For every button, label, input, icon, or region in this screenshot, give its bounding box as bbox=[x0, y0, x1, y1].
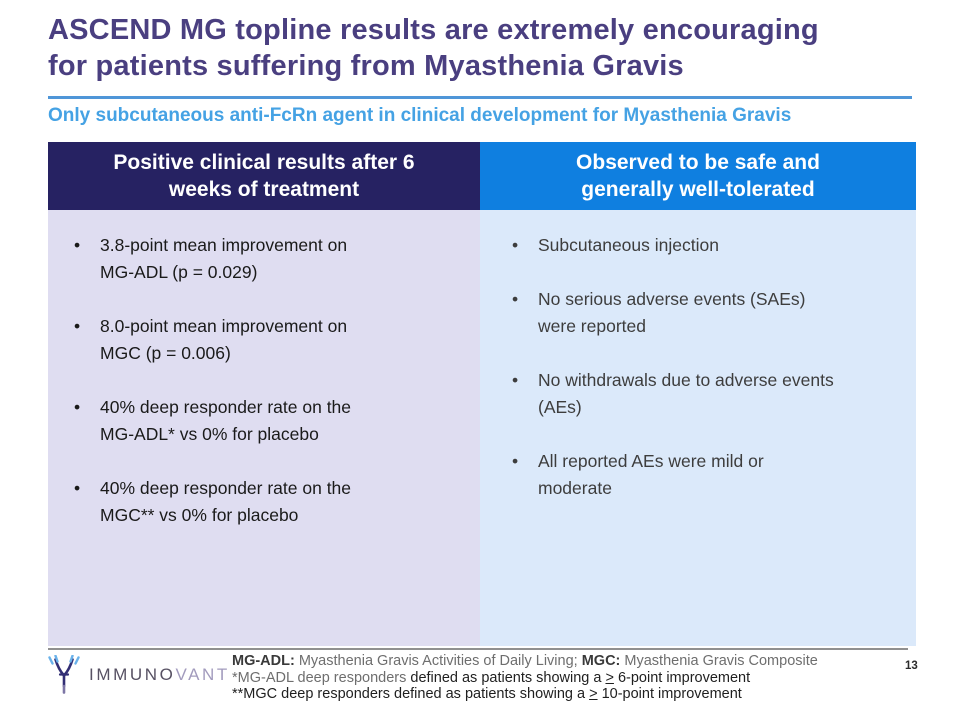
bullet-icon: • bbox=[512, 370, 519, 390]
greater-equal-glyph: > bbox=[589, 686, 598, 702]
results-header-line-1: Positive clinical results after 6 bbox=[113, 151, 415, 174]
immunovant-logo: IMMUNOVANT bbox=[48, 654, 230, 696]
bullet-icon: • bbox=[512, 451, 519, 471]
bullet-icon: • bbox=[512, 235, 519, 255]
safety-panel-body: • Subcutaneous injection • No serious ad… bbox=[480, 210, 916, 646]
antibody-y-icon bbox=[48, 655, 80, 695]
list-item-text: 8.0-point mean improvement on MGC (p = 0… bbox=[100, 316, 348, 363]
greater-equal-glyph: > bbox=[605, 669, 614, 686]
slide-subtitle: Only subcutaneous anti-FcRn agent in cli… bbox=[48, 105, 792, 126]
logo-wordmark: IMMUNOVANT bbox=[89, 665, 230, 685]
page-number: 13 bbox=[905, 660, 918, 672]
page-title: ASCEND MG topline results are extremely … bbox=[48, 12, 916, 84]
logo-text-immuno: IMMUNO bbox=[89, 665, 176, 684]
list-item-text: 40% deep responder rate on the MGC** vs … bbox=[100, 478, 352, 525]
list-item: • 40% deep responder rate on the MG-ADL*… bbox=[74, 394, 480, 448]
list-item: • 8.0-point mean improvement on MGC (p =… bbox=[74, 313, 480, 367]
logo-text-vant: VANT bbox=[175, 665, 230, 684]
footnote-line-2: *MG-ADL deep responders defined as patie… bbox=[232, 669, 751, 686]
bullet-icon: • bbox=[74, 397, 81, 417]
list-item-text: No serious adverse events (SAEs) were re… bbox=[538, 289, 806, 336]
safety-panel-header: Observed to be safe and generally well-t… bbox=[480, 142, 916, 210]
footnote-line-1: MG-ADL: Myasthenia Gravis Activities of … bbox=[232, 653, 818, 669]
results-panel-body: • 3.8-point mean improvement on MG-ADL (… bbox=[48, 210, 480, 646]
title-divider bbox=[48, 96, 912, 99]
safety-header-line-2: generally well-tolerated bbox=[581, 178, 815, 201]
results-panel-header: Positive clinical results after 6 weeks … bbox=[48, 142, 480, 210]
footnotes: MG-ADL: Myasthenia Gravis Activities of … bbox=[232, 653, 872, 703]
list-item: • 40% deep responder rate on the MGC** v… bbox=[74, 475, 480, 529]
list-item: • Subcutaneous injection bbox=[512, 232, 916, 259]
list-item-text: All reported AEs were mild or moderate bbox=[538, 451, 764, 498]
list-item-text: No withdrawals due to adverse events (AE… bbox=[538, 370, 834, 417]
list-item-text: 3.8-point mean improvement on MG-ADL (p … bbox=[100, 235, 348, 282]
page-title-line-1: ASCEND MG topline results are extremely … bbox=[48, 14, 819, 46]
bullet-icon: • bbox=[512, 289, 519, 309]
list-item-text: 40% deep responder rate on the MG-ADL* v… bbox=[100, 397, 352, 444]
list-item: • 3.8-point mean improvement on MG-ADL (… bbox=[74, 232, 480, 286]
list-item: • No withdrawals due to adverse events (… bbox=[512, 367, 916, 421]
bullet-icon: • bbox=[74, 316, 81, 336]
safety-header-line-1: Observed to be safe and bbox=[576, 151, 820, 174]
list-item-text: Subcutaneous injection bbox=[538, 235, 719, 255]
footnote-line-3: **MGC deep responders defined as patient… bbox=[232, 686, 742, 702]
results-header-line-2: weeks of treatment bbox=[168, 178, 360, 201]
list-item: • All reported AEs were mild or moderate bbox=[512, 448, 916, 502]
footnote-term-mgadl: MG-ADL: bbox=[232, 653, 295, 669]
footnote-term-mgc: MGC: bbox=[581, 653, 621, 669]
page-title-line-2: for patients suffering from Myasthenia G… bbox=[48, 50, 684, 82]
footer-divider bbox=[48, 648, 908, 650]
bullet-icon: • bbox=[74, 478, 81, 498]
list-item: • No serious adverse events (SAEs) were … bbox=[512, 286, 916, 340]
bullet-icon: • bbox=[74, 235, 81, 255]
